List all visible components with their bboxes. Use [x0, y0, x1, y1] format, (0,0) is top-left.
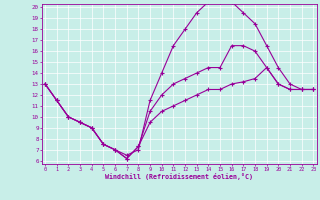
X-axis label: Windchill (Refroidissement éolien,°C): Windchill (Refroidissement éolien,°C) — [105, 173, 253, 180]
